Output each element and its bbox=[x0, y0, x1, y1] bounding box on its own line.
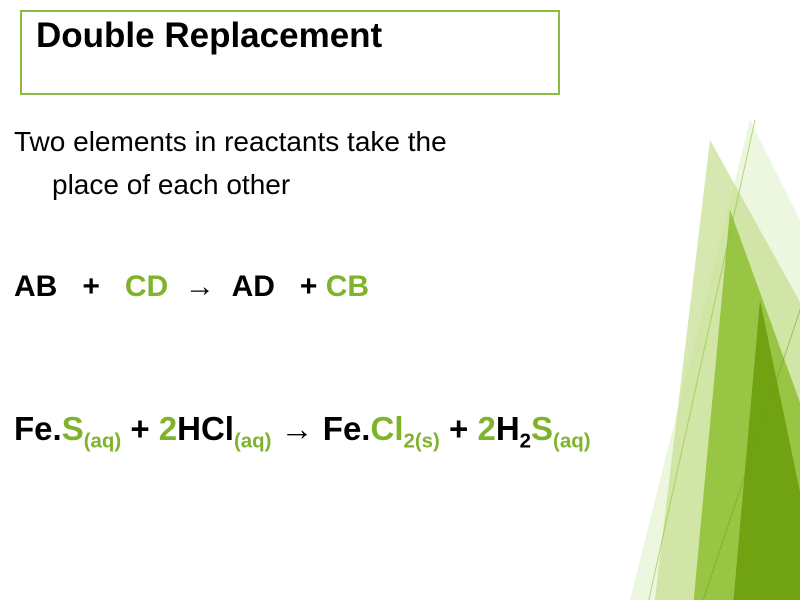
eq-plus2: + bbox=[440, 410, 478, 447]
reaction-pattern: AB + CD → AD + CB bbox=[14, 270, 369, 304]
eq-fe2: Fe. bbox=[323, 410, 371, 447]
eq-sub2: 2 bbox=[520, 430, 531, 453]
description: Two elements in reactants take the place… bbox=[14, 120, 754, 207]
eq-fe: Fe. bbox=[14, 410, 62, 447]
deco-poly-4 bbox=[730, 300, 800, 600]
pattern-cd: CD bbox=[125, 270, 168, 303]
pattern-ab: AB bbox=[14, 270, 57, 303]
eq-cl: Cl bbox=[370, 410, 403, 447]
eq-s2: S bbox=[531, 410, 553, 447]
deco-line-2 bbox=[690, 280, 800, 600]
eq-two2: 2 bbox=[477, 410, 495, 447]
pattern-cb: CB bbox=[326, 270, 369, 303]
deco-poly-2 bbox=[650, 140, 800, 600]
title-box: Double Replacement bbox=[20, 10, 560, 95]
slide: Double Replacement Two elements in react… bbox=[0, 0, 800, 600]
eq-two1: 2 bbox=[159, 410, 177, 447]
eq-sub2s: 2(s) bbox=[403, 430, 439, 453]
eq-hcl: HCl bbox=[177, 410, 234, 447]
chemical-equation: Fe.S(aq) + 2HCl(aq) → Fe.Cl2(s) + 2H2S(a… bbox=[14, 410, 591, 448]
pattern-plus-2: + bbox=[275, 270, 326, 303]
pattern-plus-1: + bbox=[57, 270, 125, 303]
description-line-2: place of each other bbox=[14, 163, 754, 206]
eq-aq1: (aq) bbox=[84, 430, 121, 453]
eq-s: S bbox=[62, 410, 84, 447]
pattern-ad: AD bbox=[232, 270, 275, 303]
eq-arrow: → bbox=[271, 410, 322, 447]
eq-aq2: (aq) bbox=[234, 430, 271, 453]
pattern-arrow: → bbox=[168, 270, 231, 303]
eq-h: H bbox=[496, 410, 520, 447]
eq-aq3: (aq) bbox=[553, 430, 590, 453]
deco-poly-3 bbox=[690, 210, 800, 600]
eq-plus1: + bbox=[121, 410, 159, 447]
slide-title: Double Replacement bbox=[36, 16, 544, 56]
description-line-1: Two elements in reactants take the bbox=[14, 126, 447, 157]
